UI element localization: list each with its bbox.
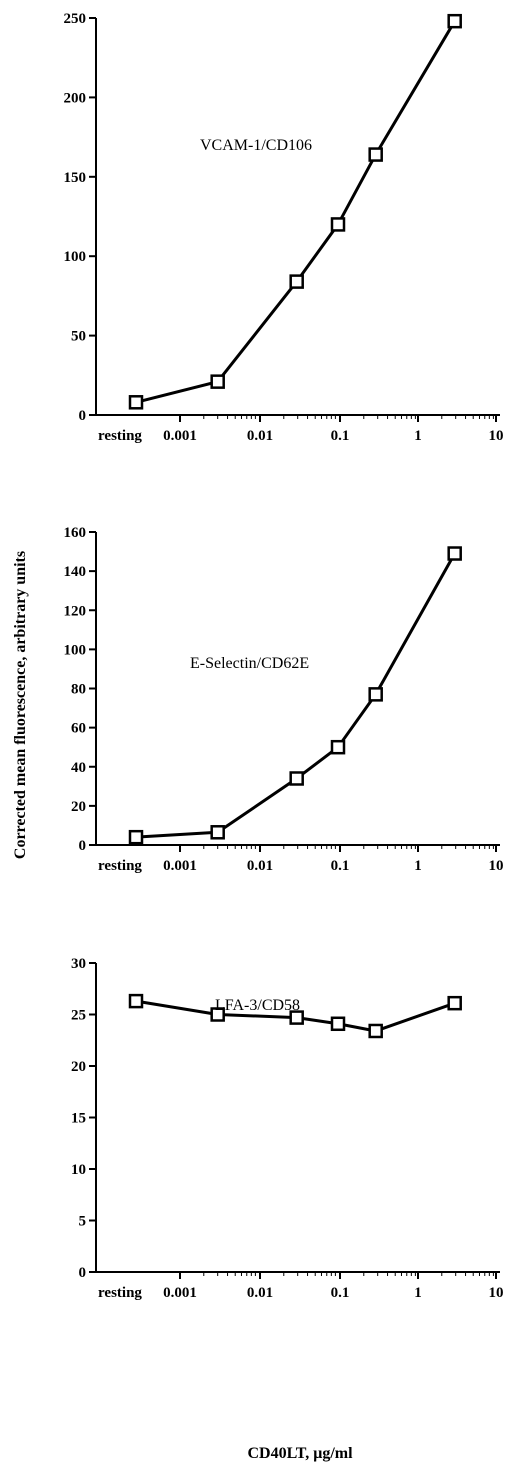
x-tick-label: 1 [414,1285,422,1301]
y-tick-label: 15 [71,1111,86,1127]
x-tick-label: 0.001 [163,858,197,874]
data-point-marker [330,739,346,755]
y-tick-label: 0 [79,408,87,424]
y-tick-label: 120 [64,603,87,619]
data-point-marker [210,374,225,389]
y-tick-label: 250 [64,11,87,27]
y-tick-label: 30 [71,956,86,972]
data-point-marker [330,1016,346,1032]
y-tick-label: 100 [64,249,87,265]
y-tick-label: 160 [64,525,87,541]
y-tick-label: 80 [71,682,86,698]
y-tick-label: 100 [64,642,87,658]
x-tick-label: 0.1 [331,1285,350,1301]
y-tick-label: 50 [71,329,86,345]
x-tick-label: 1 [414,428,422,444]
y-axis-title: Corrected mean fluorescence, arbitrary u… [12,551,29,859]
x-tick-label: resting [98,428,142,444]
data-point-marker [368,147,383,162]
data-point-marker [128,395,144,410]
series-line [135,552,457,839]
data-point-marker [289,771,304,786]
chart-panel-1: 0 50 100 150 200 250 resting 0.001 0.01 0.1 1 10 VCA… [64,11,504,444]
series-line [135,20,456,404]
x-tick-label: 0.01 [247,1285,273,1301]
data-point-marker [447,546,462,561]
y-tick-label: 20 [71,799,86,815]
y-tick-label: 0 [79,838,87,854]
data-point-marker [368,1023,383,1039]
x-tick-label: 0.001 [163,428,197,444]
x-tick-label: 0.1 [331,428,350,444]
data-point-marker [128,829,144,845]
data-point-marker [210,825,225,840]
x-tick-label: 0.001 [163,1285,197,1301]
data-point-marker [289,1010,304,1025]
y-tick-label: 20 [71,1059,86,1075]
data-point-marker [289,274,304,289]
x-tick-label: 0.01 [247,858,273,874]
data-point-marker [447,995,462,1011]
x-tick-label: 10 [489,858,504,874]
series-line [135,999,456,1033]
y-tick-label: 25 [71,1008,86,1024]
chart-panel-3: 0 5 10 15 20 25 30 resting 0.001 0.01 0.1 1 10 LFA-3/… [71,956,504,1301]
y-tick-label: 140 [64,564,87,580]
x-tick-label: 0.1 [331,858,350,874]
y-tick-label: 5 [79,1214,87,1230]
data-point-marker [210,1007,225,1022]
data-point-marker [368,687,383,702]
series-label: LFA-3/CD58 [215,997,300,1014]
x-tick-label: 10 [489,428,504,444]
data-point-marker [447,13,462,29]
x-tick-label: 0.01 [247,428,273,444]
series-label: E-Selectin/CD62E [190,655,309,672]
x-tick-label: resting [98,1285,142,1301]
x-axis-title: CD40LT, μg/ml [247,1445,353,1462]
y-tick-label: 150 [64,170,87,186]
y-tick-label: 0 [79,1265,87,1281]
series-label: VCAM-1/CD106 [200,137,312,154]
y-tick-label: 40 [71,760,86,776]
x-tick-label: 1 [414,858,422,874]
x-tick-label: 10 [489,1285,504,1301]
y-tick-label: 60 [71,721,86,737]
data-point-marker [128,993,144,1009]
y-tick-label: 10 [71,1162,86,1178]
x-tick-label: resting [98,858,142,874]
chart-panel-2: 0 20 40 60 80 100 120 140 160 resting 0.001 0.01 0.1… [64,525,504,874]
y-tick-label: 200 [64,90,87,106]
data-point-marker [330,217,346,232]
